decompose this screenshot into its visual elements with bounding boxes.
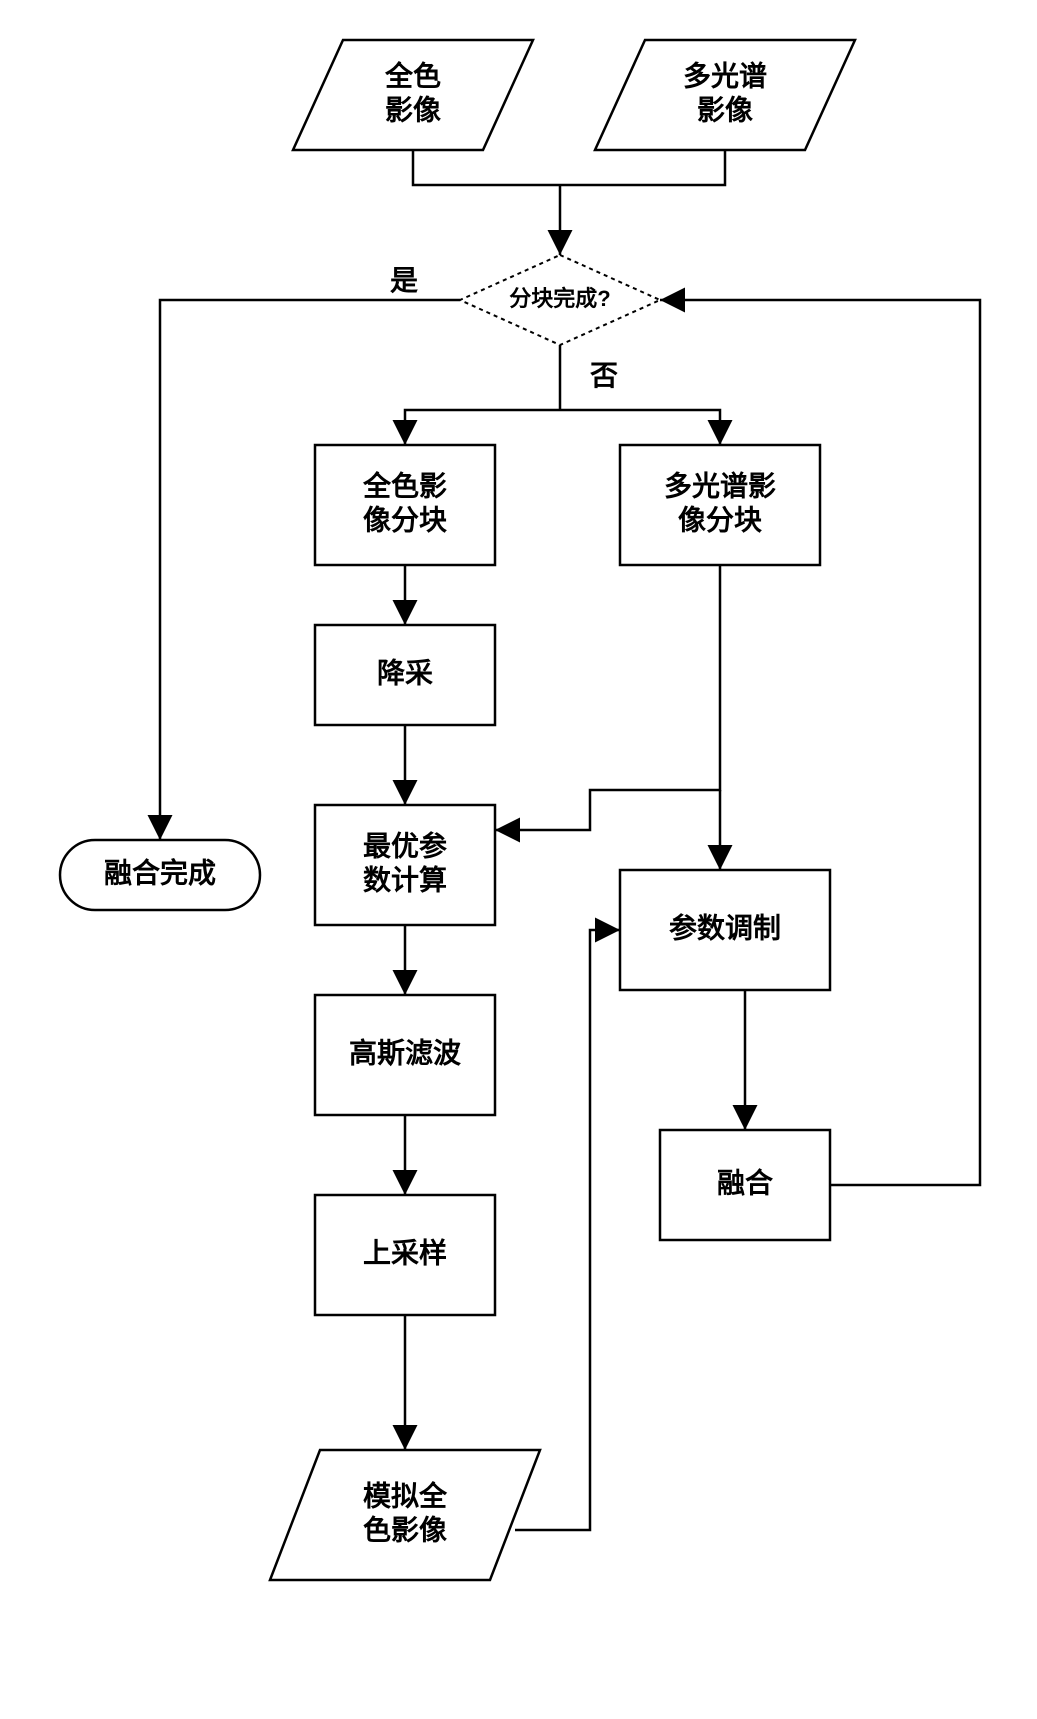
svg-text:色影像: 色影像: [363, 1513, 448, 1545]
svg-text:多光谱影: 多光谱影: [664, 469, 776, 501]
svg-text:最优参: 最优参: [363, 829, 447, 861]
svg-text:否: 否: [590, 360, 618, 391]
svg-text:融合完成: 融合完成: [104, 856, 216, 888]
svg-text:参数调制: 参数调制: [669, 911, 781, 943]
svg-text:影像: 影像: [385, 94, 442, 125]
svg-text:融合: 融合: [717, 1166, 774, 1198]
svg-text:像分块: 像分块: [678, 504, 762, 535]
svg-text:上采样: 上采样: [363, 1236, 447, 1268]
svg-text:像分块: 像分块: [363, 504, 447, 535]
svg-text:模拟全: 模拟全: [363, 1479, 448, 1511]
edges: [160, 150, 980, 1530]
svg-text:数计算: 数计算: [363, 863, 447, 895]
flowchart-canvas: 是否全色影像多光谱影像分块完成?全色影像分块多光谱影像分块降采最优参数计算高斯滤…: [0, 0, 1037, 1719]
svg-text:降采: 降采: [377, 657, 433, 688]
svg-text:影像: 影像: [697, 94, 754, 125]
svg-text:高斯滤波: 高斯滤波: [349, 1037, 462, 1068]
svg-text:是: 是: [390, 265, 418, 296]
svg-text:分块完成?: 分块完成?: [509, 286, 610, 311]
svg-text:全色影: 全色影: [362, 469, 447, 501]
svg-text:多光谱: 多光谱: [683, 59, 767, 91]
svg-text:全色: 全色: [384, 59, 441, 91]
